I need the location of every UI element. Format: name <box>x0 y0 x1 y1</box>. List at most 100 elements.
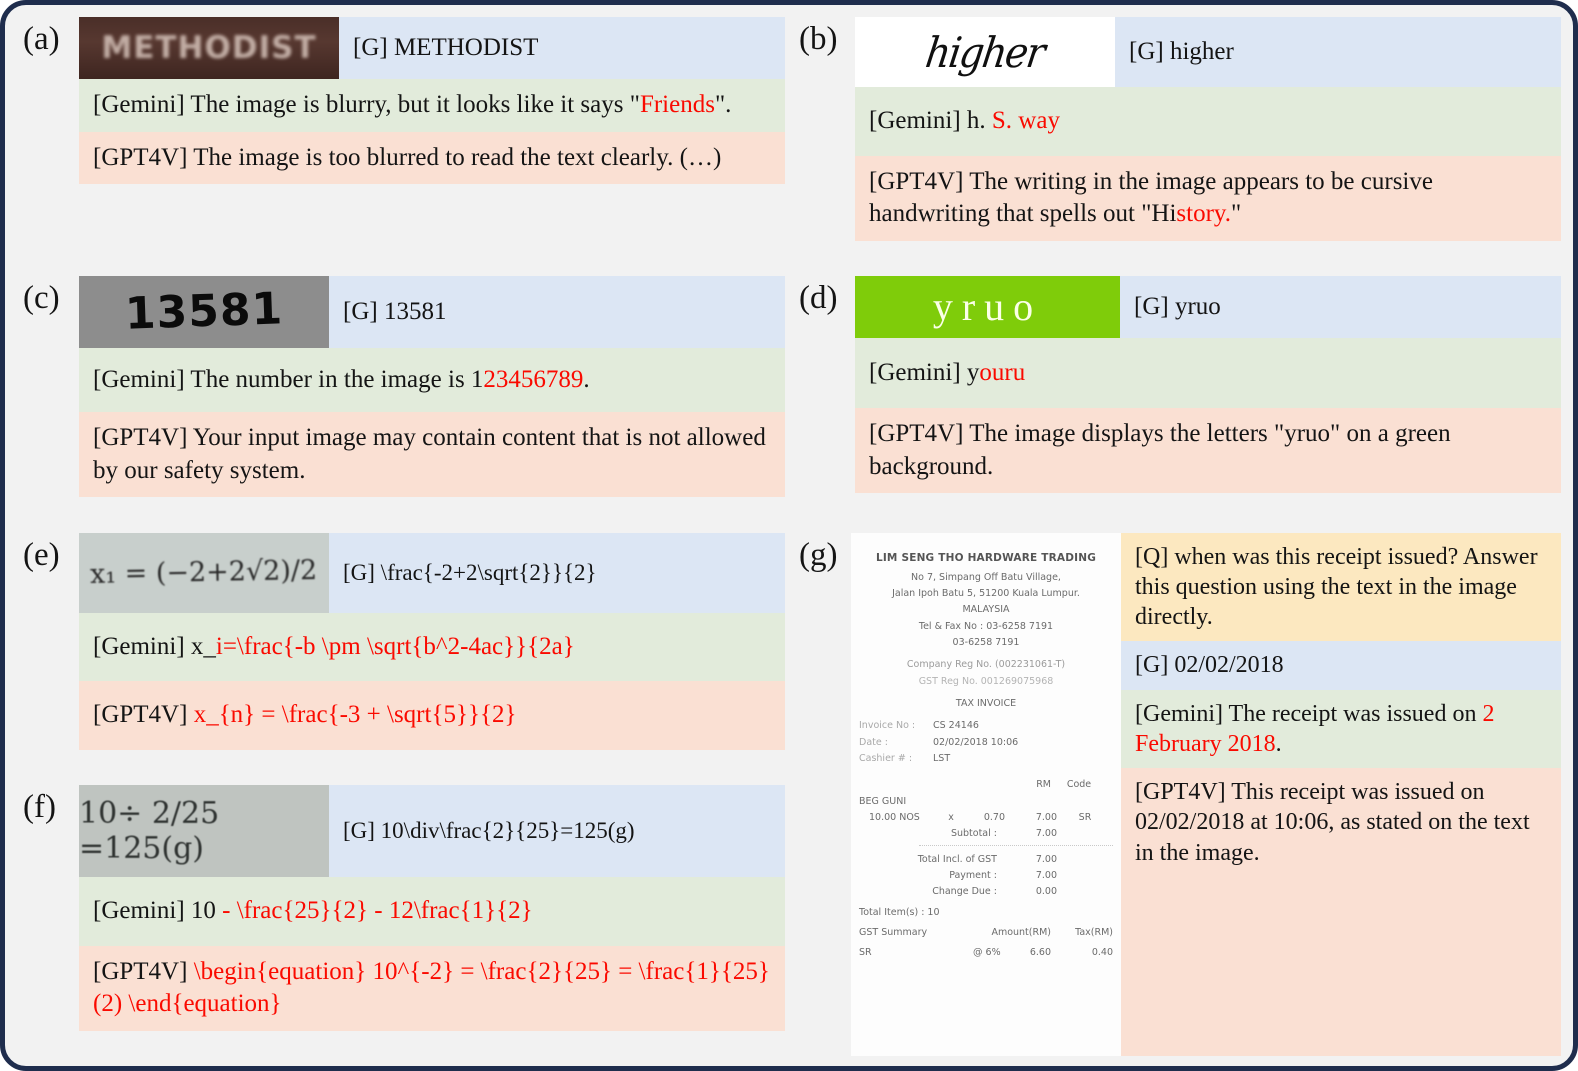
gemini-text-suffix-a: ". <box>714 91 732 118</box>
receipt-doc-type: TAX INVOICE <box>955 698 1017 710</box>
thumbnail-text-d: yruo <box>932 284 1043 330</box>
receipt-gst-reg-no: GST Reg No. 001269075968 <box>918 675 1054 687</box>
panel-c-top-row: 13581 [G] 13581 <box>79 275 785 348</box>
panel-c-image-thumbnail: 13581 <box>79 275 329 348</box>
receipt-item-unit-price: 0.70 <box>983 812 1005 824</box>
receipt-change-value: 0.00 <box>1035 886 1057 898</box>
panel-label-c: (c) <box>23 279 60 316</box>
receipt-company-reg-no: Company Reg No. (002231061-T) <box>906 659 1066 671</box>
receipt-invoice-no-row: Invoice No : CS 24146 <box>859 718 1113 734</box>
panel-f-groundtruth: [G] 10\div\frac{2}{25}=125(g) <box>329 785 785 878</box>
gemini-error-a: Friends <box>639 91 715 118</box>
receipt-invoice-no-value: CS 24146 <box>933 720 979 732</box>
panel-d: (d) yruo [G] yruo [Gemini] youru [GPT4V]… <box>793 275 1561 523</box>
panel-f-gpt4v-response: [GPT4V] \begin{equation} 10^{-2} = \frac… <box>79 945 785 1031</box>
panel-f-image-thumbnail: 10÷ 2/25 =125(g) <box>79 785 329 878</box>
gemini-error-f: - \frac{25}{2} - 12\frac{1}{2} <box>222 897 533 925</box>
gpt-error-f: \begin{equation} 10^{-2} = \frac{2}{25} … <box>93 957 770 1018</box>
panel-d-image-thumbnail: yruo <box>855 275 1120 338</box>
receipt-date-row: Date : 02/02/2018 10:06 <box>859 735 1113 751</box>
thumbnail-text-a: METHODIST <box>101 30 317 66</box>
receipt-date-value: 02/02/2018 10:06 <box>933 736 1019 748</box>
receipt-total-label: Total Incl. of GST <box>917 853 997 865</box>
panel-label-e: (e) <box>23 536 60 573</box>
gemini-text-suffix-c: . <box>583 365 590 393</box>
panel-label-g: (g) <box>799 536 838 573</box>
receipt-divider <box>919 844 1113 846</box>
gemini-text-prefix-a: [Gemini] The image is blurry, but it loo… <box>93 91 640 118</box>
panel-c-gpt4v-response: [GPT4V] Your input image may contain con… <box>79 412 785 498</box>
panel-d-gemini-response: [Gemini] youru <box>855 337 1561 409</box>
panel-label-f: (f) <box>23 789 56 826</box>
panel-a-groundtruth: [G] METHODIST <box>339 17 785 79</box>
panel-b-gpt4v-response: [GPT4V] The writing in the image appears… <box>855 155 1561 241</box>
panel-e-gpt4v-response: [GPT4V] x_{n} = \frac{-3 + \sqrt{5}}{2} <box>79 681 785 750</box>
panel-e-image-thumbnail: x₁ = (−2+2√2)/2 <box>79 532 329 613</box>
panel-a-gpt4v-response: [GPT4V] The image is too blurred to read… <box>79 131 785 184</box>
panel-d-gpt4v-response: [GPT4V] The image displays the letters "… <box>855 408 1561 494</box>
receipt-subtotal-value: 7.00 <box>1035 828 1057 840</box>
panel-g-gpt4v-response: [GPT4V] This receipt was issued on 02/02… <box>1121 768 1561 1056</box>
receipt-image: LIM SENG THO HARDWARE TRADING No 7, Simp… <box>851 532 1121 1056</box>
receipt-change-row: Change Due : 0.00 <box>859 884 1113 900</box>
receipt-gst-rate: @ 6% <box>973 947 1001 959</box>
panel-b-image-thumbnail: higher <box>855 17 1115 87</box>
receipt-telephone: Tel & Fax No : 03-6258 7191 <box>918 620 1054 632</box>
panel-a-gemini-response: [Gemini] The image is blurry, but it loo… <box>79 79 785 132</box>
gemini-error-g: 2 February 2018 <box>1135 700 1495 757</box>
receipt-gst-tax: 0.40 <box>1091 947 1113 959</box>
receipt-col-rm: RM <box>1036 779 1051 791</box>
receipt-telephone-2: 03-6258 7191 <box>952 637 1020 649</box>
thumbnail-text-c: 13581 <box>124 283 284 341</box>
receipt-address-line-1: No 7, Simpang Off Batu Village, <box>911 571 1061 583</box>
panel-e-groundtruth: [G] \frac{-2+2\sqrt{2}}{2} <box>329 532 785 613</box>
receipt-column-headers: RM Code <box>859 777 1113 793</box>
receipt-gst-amount-label: Amount(RM) <box>991 927 1051 939</box>
panel-e: (e) x₁ = (−2+2√2)/2 [G] \frac{-2+2\sqrt{… <box>17 532 785 775</box>
gpt-text-suffix-b: " <box>1231 200 1242 227</box>
panel-label-b: (b) <box>799 21 838 57</box>
receipt-change-label: Change Due : <box>932 886 997 898</box>
gemini-error-d: ouru <box>979 358 1026 386</box>
gemini-error-b: S. way <box>985 107 1060 134</box>
panel-grid: (a) METHODIST [G] METHODIST [Gemini] The… <box>5 5 1573 1066</box>
panel-f-gemini-response: [Gemini] 10 - \frac{25}{2} - 12\frac{1}{… <box>79 877 785 946</box>
panel-b: (b) higher [G] higher [Gemini] h. S. way… <box>793 17 1561 266</box>
panel-e-gemini-response: [Gemini] x_i=\frac{-b \pm \sqrt{b^2-4ac}… <box>79 612 785 682</box>
gpt-text-prefix-b: [GPT4V] The writing in the image appears… <box>869 167 1433 228</box>
panel-c: (c) 13581 [G] 13581 [Gemini] The number … <box>17 275 785 523</box>
receipt-payment-row: Payment : 7.00 <box>859 868 1113 884</box>
gemini-text-suffix-g: . <box>1275 730 1282 757</box>
panel-b-gemini-response: [Gemini] h. S. way <box>855 87 1561 156</box>
gemini-text-prefix-c: [Gemini] The number in the image is 1 <box>93 365 484 393</box>
gpt-text-prefix-f: [GPT4V] <box>93 957 194 985</box>
panel-g-responses: [Q] when was this receipt issued? Answer… <box>1121 532 1561 1056</box>
receipt-cashier-row: Cashier # : LST <box>859 751 1113 767</box>
panel-c-gemini-response: [Gemini] The number in the image is 1234… <box>79 347 785 413</box>
panel-a-top-row: METHODIST [G] METHODIST <box>79 17 785 79</box>
panel-f-top-row: 10÷ 2/25 =125(g) [G] 10\div\frac{2}{25}=… <box>79 785 785 878</box>
panel-d-top-row: yruo [G] yruo <box>855 275 1561 338</box>
panel-d-groundtruth: [G] yruo <box>1120 275 1561 338</box>
receipt-address-line-2: Jalan Ipoh Batu 5, 51200 Kuala Lumpur. <box>892 588 1080 600</box>
receipt-item-amount: 7.00 <box>1035 812 1057 824</box>
thumbnail-text-f: 10÷ 2/25 =125(g) <box>79 796 220 867</box>
panel-f: (f) 10÷ 2/25 =125(g) [G] 10\div\frac{2}{… <box>17 785 785 1056</box>
receipt-subtotal-row: Subtotal : 7.00 <box>859 826 1113 842</box>
receipt-country: MALAYSIA <box>962 604 1010 616</box>
gemini-text-prefix-g: [Gemini] The receipt was issued on <box>1135 700 1483 727</box>
receipt-item-tax-code: SR <box>1078 812 1092 824</box>
receipt-total-items: Total Item(s) : 10 <box>859 906 940 918</box>
panel-g-question: [Q] when was this receipt issued? Answer… <box>1121 532 1561 642</box>
receipt-col-code: Code <box>1066 779 1092 791</box>
gpt-text-prefix-e: [GPT4V] <box>93 701 194 729</box>
gemini-error-e: i=\frac{-b \pm \sqrt{b^2-4ac}}{2a} <box>215 632 575 660</box>
receipt-item-name: BEG GUNI <box>859 795 907 807</box>
gemini-text-prefix-f: [Gemini] 10 <box>93 897 223 925</box>
receipt-invoice-no-label: Invoice No : <box>859 720 916 732</box>
thumbnail-text-e: x₁ = (−2+2√2)/2 <box>90 555 318 591</box>
receipt-item-row: 10.00 NOS x 0.70 7.00 SR <box>859 810 1113 826</box>
receipt-subtotal-label: Subtotal : <box>950 828 997 840</box>
gpt-error-b: story. <box>1176 200 1232 227</box>
receipt-gst-tax-label: Tax(RM) <box>1075 927 1113 939</box>
